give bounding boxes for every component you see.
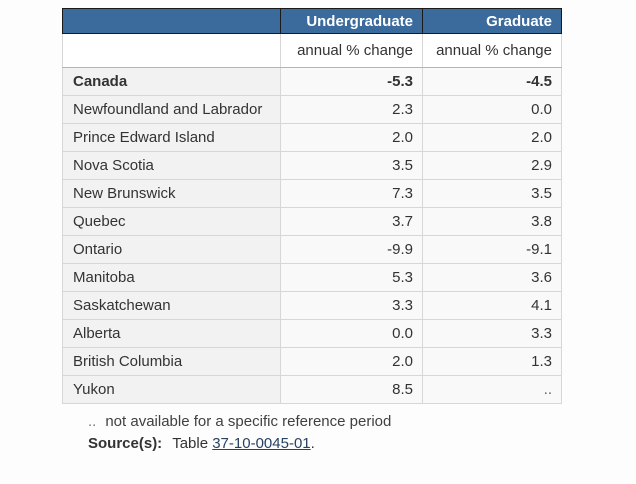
cell-graduate: 4.1 — [422, 291, 562, 320]
cell-undergraduate: 2.3 — [280, 95, 423, 124]
cell-undergraduate: 7.3 — [280, 179, 423, 208]
cell-undergraduate: 3.5 — [280, 151, 423, 180]
row-geography: Canada — [62, 67, 281, 96]
cell-graduate: 2.9 — [422, 151, 562, 180]
cell-graduate: 3.5 — [422, 179, 562, 208]
row-geography: Prince Edward Island — [62, 123, 281, 152]
header-undergraduate: Undergraduate — [280, 8, 423, 34]
row-geography: Newfoundland and Labrador — [62, 95, 281, 124]
source-prefix: Table — [172, 435, 209, 452]
units-undergraduate: annual % change — [280, 33, 423, 68]
cell-graduate: .. — [422, 375, 562, 404]
units-blank — [62, 33, 281, 68]
cell-undergraduate: -5.3 — [280, 67, 423, 96]
footnote-text: not available for a specific reference p… — [105, 413, 392, 430]
table-row: Newfoundland and Labrador 2.3 0.0 — [62, 95, 562, 124]
cell-graduate: 3.6 — [422, 263, 562, 292]
row-geography: Saskatchewan — [62, 291, 281, 320]
footnote: .. not available for a specific reference… — [88, 413, 636, 430]
table-row: Canada -5.3 -4.5 — [62, 67, 562, 96]
cell-undergraduate: 2.0 — [280, 123, 423, 152]
source-suffix: . — [310, 435, 315, 452]
source-table-link[interactable]: 37-10-0045-01 — [212, 435, 311, 452]
source-label: Source(s): — [88, 435, 163, 452]
cell-graduate: 1.3 — [422, 347, 562, 376]
table-body: Canada -5.3 -4.5 Newfoundland and Labrador 2… — [62, 67, 562, 404]
row-geography: New Brunswick — [62, 179, 281, 208]
row-geography: Manitoba — [62, 263, 281, 292]
cell-undergraduate: 0.0 — [280, 319, 423, 348]
cell-graduate: 3.3 — [422, 319, 562, 348]
table-row: Nova Scotia 3.5 2.9 — [62, 151, 562, 180]
header-geography-blank — [62, 8, 281, 34]
cell-graduate: 0.0 — [422, 95, 562, 124]
footnote-symbol: .. — [88, 413, 97, 430]
row-geography: Alberta — [62, 319, 281, 348]
header-row: Undergraduate Graduate — [62, 8, 562, 34]
row-geography: Nova Scotia — [62, 151, 281, 180]
row-geography: British Columbia — [62, 347, 281, 376]
row-geography: Yukon — [62, 375, 281, 404]
table-row: Prince Edward Island 2.0 2.0 — [62, 123, 562, 152]
cell-undergraduate: -9.9 — [280, 235, 423, 264]
header-graduate: Graduate — [422, 8, 562, 34]
cell-undergraduate: 3.3 — [280, 291, 423, 320]
cell-graduate: -4.5 — [422, 67, 562, 96]
table-row: British Columbia 2.0 1.3 — [62, 347, 562, 376]
table-row: Quebec 3.7 3.8 — [62, 207, 562, 236]
table-row: Yukon 8.5.. — [62, 375, 562, 404]
cell-undergraduate: 3.7 — [280, 207, 423, 236]
table-row: Saskatchewan 3.3 4.1 — [62, 291, 562, 320]
cell-graduate: 3.8 — [422, 207, 562, 236]
tuition-change-table: Undergraduate Graduate annual % change a… — [62, 8, 562, 404]
source-line: Source(s): Table 37-10-0045-01. — [88, 435, 636, 452]
units-graduate: annual % change — [422, 33, 562, 68]
row-geography: Ontario — [62, 235, 281, 264]
cell-undergraduate: 5.3 — [280, 263, 423, 292]
cell-graduate: 2.0 — [422, 123, 562, 152]
cell-undergraduate: 2.0 — [280, 347, 423, 376]
table-row: Ontario -9.9 -9.1 — [62, 235, 562, 264]
row-geography: Quebec — [62, 207, 281, 236]
units-row: annual % change annual % change — [62, 33, 562, 68]
table-row: Alberta 0.0 3.3 — [62, 319, 562, 348]
cell-undergraduate: 8.5 — [280, 375, 423, 404]
table-row: New Brunswick 7.3 3.5 — [62, 179, 562, 208]
cell-graduate: -9.1 — [422, 235, 562, 264]
table-row: Manitoba 5.3 3.6 — [62, 263, 562, 292]
table-container: Undergraduate Graduate annual % change a… — [62, 8, 636, 452]
